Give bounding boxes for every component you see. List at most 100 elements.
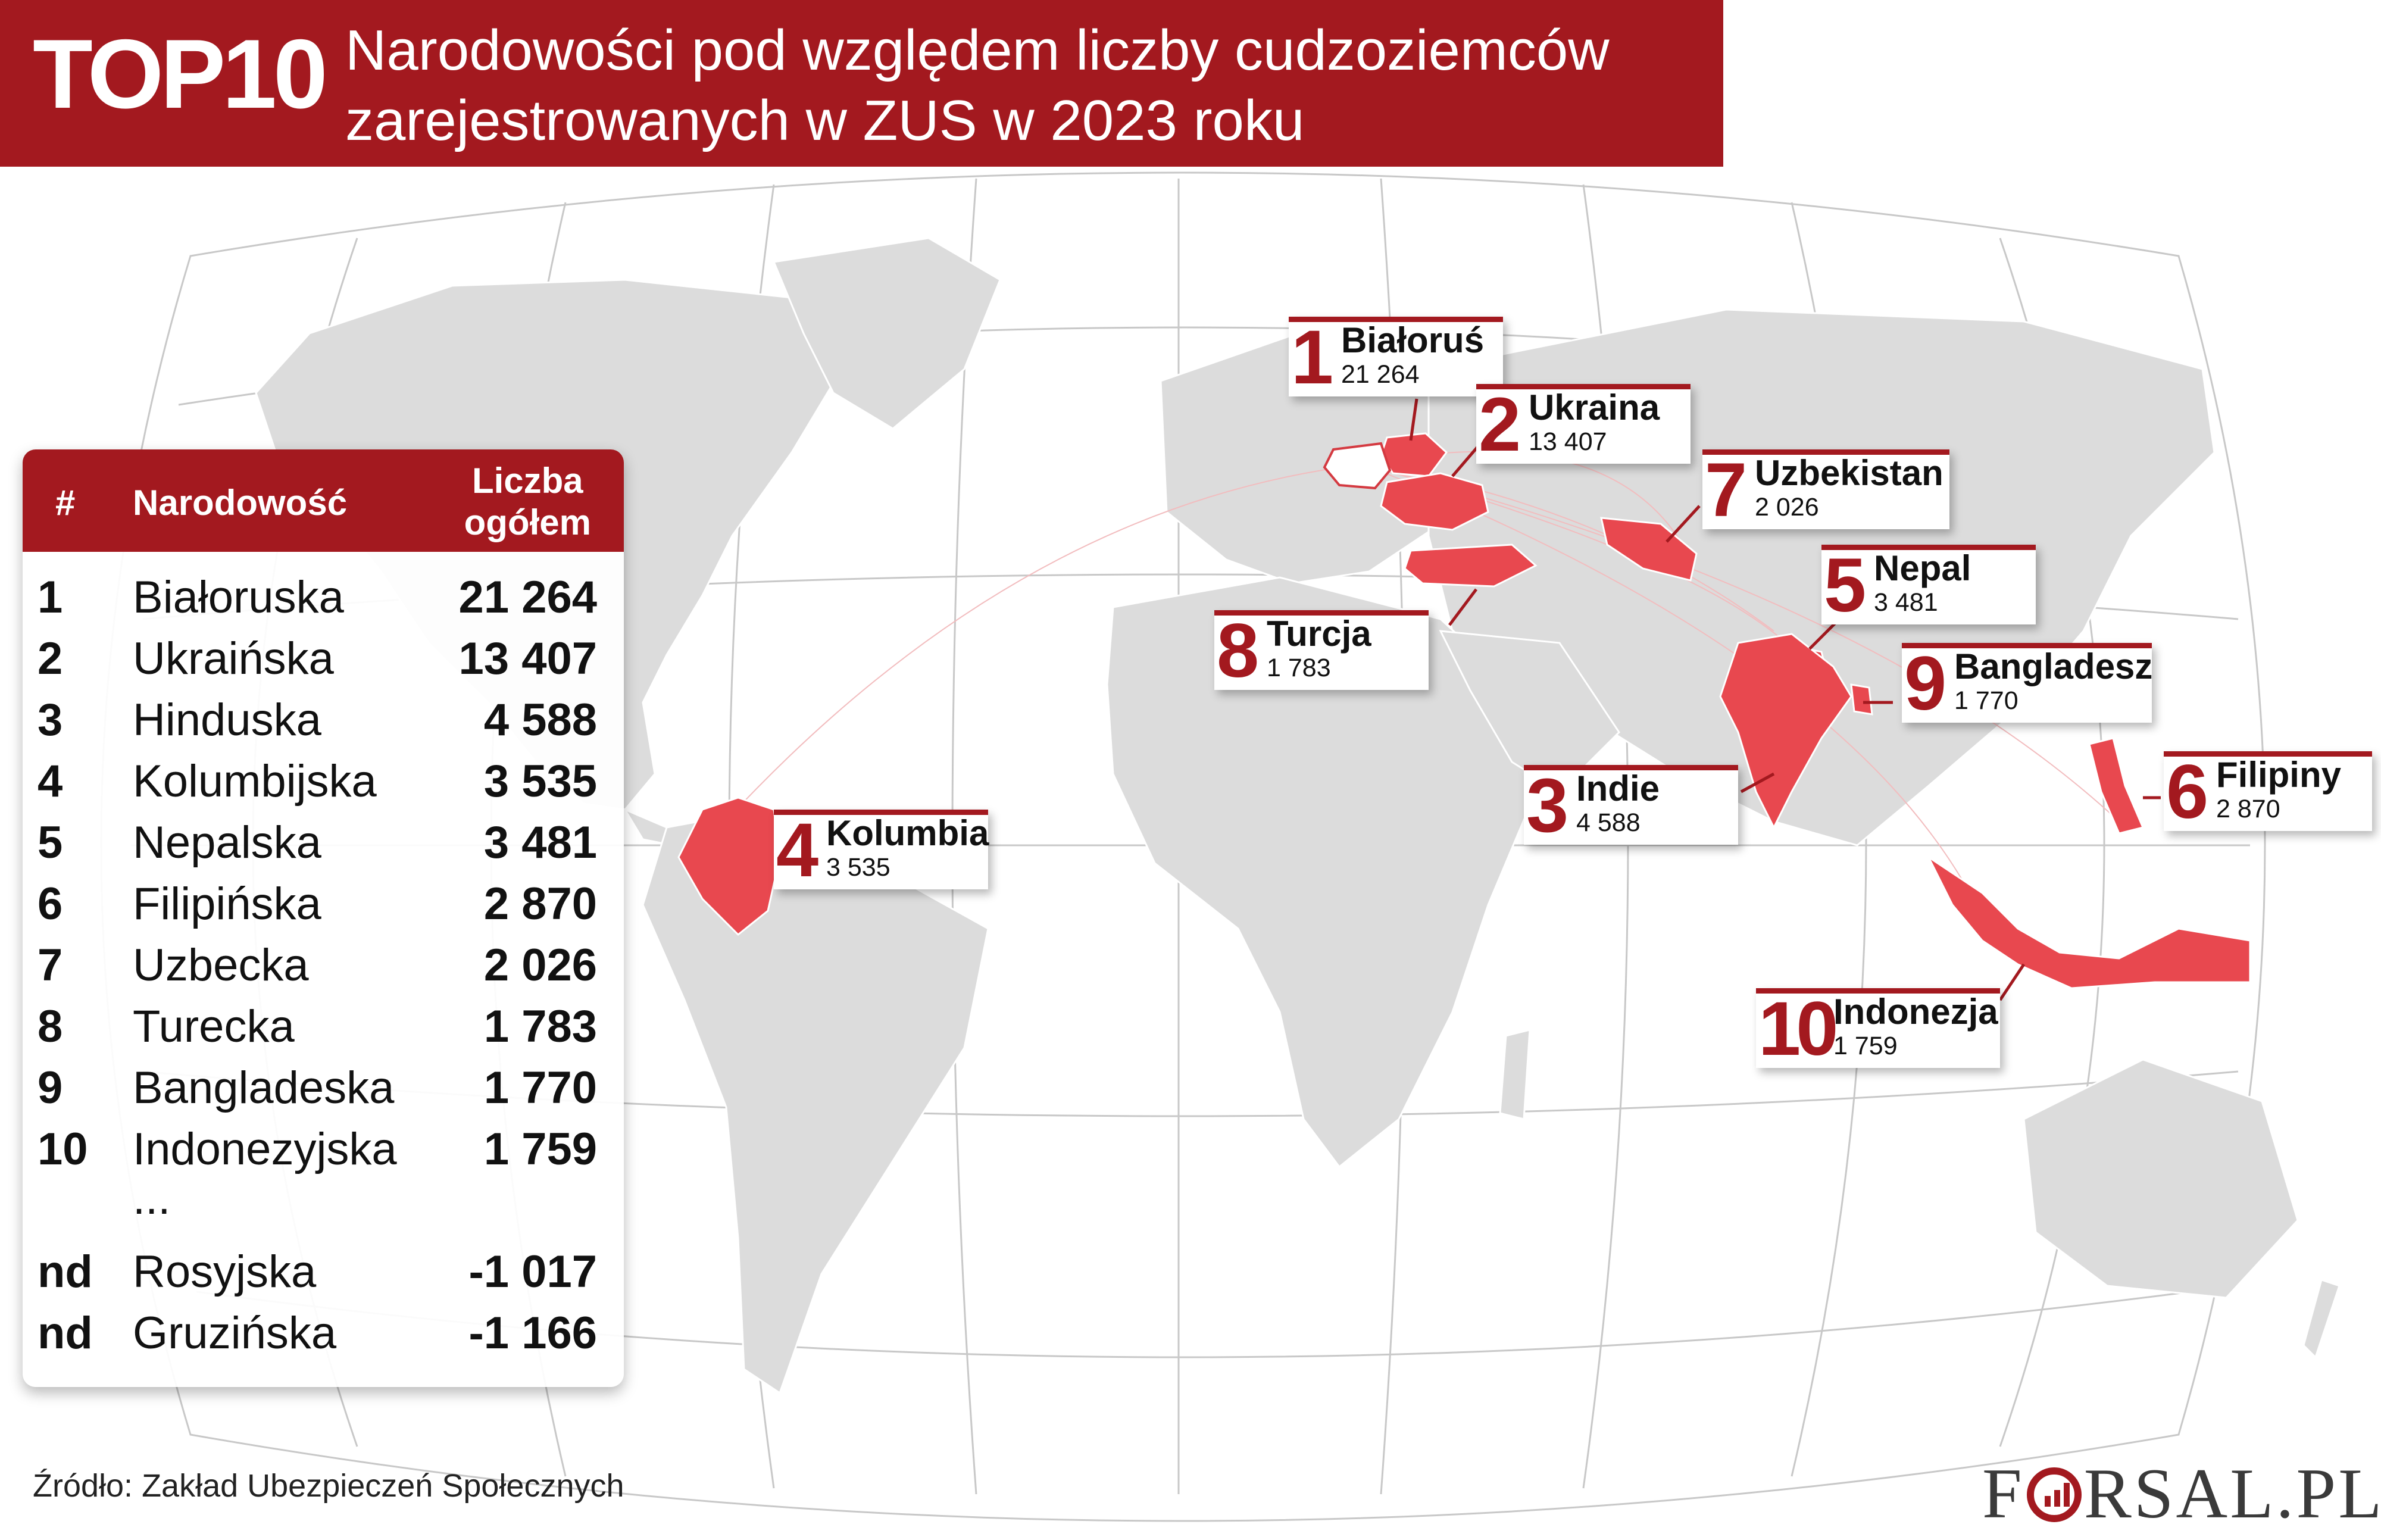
table-row: nd Gruzińska -1 166 [23, 1307, 624, 1369]
callout-country: Kolumbia [826, 813, 989, 853]
table-row: 1 Białoruska 21 264 [23, 571, 624, 633]
callout-rank: 9 [1904, 641, 1946, 726]
bangladesh-shape [1850, 683, 1873, 716]
callout-country: Bangladesz [1954, 646, 2153, 686]
callout-value: 13 407 [1529, 427, 1607, 456]
callout-country: Ukraina [1529, 388, 1660, 427]
callout-nepal: 5 Nepal 3 481 [1821, 543, 2036, 628]
callout-value: 1 783 [1267, 654, 1331, 682]
row-nationality: Gruzińska [133, 1308, 337, 1358]
row-total: 3 481 [483, 817, 597, 868]
row-number: 4 [38, 756, 63, 807]
row-total: -1 017 [468, 1247, 598, 1297]
column-header-total-line-2: ogółem [464, 502, 591, 542]
callout-uzbekistan: 7 Uzbekistan 2 026 [1702, 448, 1949, 533]
logo-text-left: F [1982, 1454, 2024, 1533]
indonesia-shape [1926, 854, 2251, 989]
turkey-shape [1404, 543, 1538, 588]
table-body: 1 Białoruska 21 264 2 Ukraińska 13 407 3 Hind… [23, 571, 624, 1369]
callout-ukraine: 2 Ukraina 13 407 [1476, 382, 1691, 467]
row-total: 1 783 [483, 1001, 597, 1052]
south-america [642, 808, 989, 1395]
header-banner: TOP10 Narodowości pod względem liczby cu… [0, 0, 1723, 167]
callout-value: 1 770 [1954, 686, 2018, 715]
madagascar [1499, 1029, 1531, 1120]
callout-belarus: 1 Białoruś 21 264 [1289, 315, 1503, 400]
callout-philippines: 6 Filipiny 2 870 [2164, 749, 2372, 835]
callout-rank: 2 [1479, 382, 1521, 467]
row-nationality: Białoruska [133, 572, 344, 623]
row-total: 21 264 [458, 572, 597, 623]
row-number: 5 [38, 817, 63, 868]
australia [2023, 1058, 2299, 1299]
row-nationality: Ukraińska [133, 633, 334, 684]
column-header-total-line-1: Liczba [471, 461, 583, 501]
callout-rank: 3 [1526, 763, 1568, 848]
logo-text-right: RSAL.PL [2083, 1454, 2381, 1533]
callout-country: Białoruś [1341, 320, 1485, 360]
row-number: nd [38, 1247, 93, 1297]
row-nationality: Turecka [133, 1001, 295, 1052]
callout-bangladesh: 9 Bangladesz 1 770 [1902, 641, 2153, 726]
row-total: 3 535 [483, 756, 597, 807]
table-row: 7 Uzbecka 2 026 [23, 939, 624, 1001]
row-number: 6 [38, 879, 63, 929]
callout-value: 1 759 [1833, 1032, 1898, 1060]
top10-badge: TOP10 [33, 19, 328, 129]
row-total: 2 026 [483, 940, 597, 991]
row-total: 2 870 [483, 879, 597, 929]
ukraine-shape [1380, 472, 1489, 531]
table-row: nd Rosyjska -1 017 [23, 1246, 624, 1307]
title-line-2: zarejestrowanych w ZUS w 2023 roku [345, 89, 1305, 152]
callout-value: 2 870 [2216, 795, 2280, 823]
callout-rank: 1 [1291, 315, 1333, 400]
callout-country: Indonezja [1833, 992, 1998, 1032]
callout-rank: 4 [776, 808, 818, 893]
callout-country: Uzbekistan [1755, 453, 1943, 493]
row-total: 1 759 [483, 1124, 597, 1174]
forsal-logo: F RSAL.PL [1982, 1452, 2381, 1533]
row-number: 2 [38, 633, 63, 684]
ranking-table: # Narodowość Liczba ogółem 1 Białoruska 21… [23, 449, 624, 1387]
greenland [772, 237, 1001, 430]
philippines-shape [2088, 737, 2145, 835]
row-number: 7 [38, 940, 63, 991]
row-nationality: Uzbecka [133, 940, 309, 991]
uzbekistan-shape [1600, 517, 1698, 582]
table-row: 5 Nepalska 3 481 [23, 817, 624, 878]
callout-rank: 6 [2166, 749, 2208, 835]
column-header-nationality: Narodowość [133, 483, 348, 523]
callout-colombia: 4 Kolumbia 3 535 [774, 808, 989, 893]
table-row: 4 Kolumbijska 3 535 [23, 755, 624, 817]
table-header: # Narodowość Liczba ogółem [23, 449, 624, 552]
column-header-total: Liczba ogółem [464, 460, 591, 543]
callout-indonesia: 10 Indonezja 1 759 [1756, 986, 2000, 1072]
table-row-ellipsis: ... [23, 1173, 624, 1246]
callout-value: 3 535 [826, 853, 890, 882]
callout-value: 21 264 [1341, 360, 1420, 389]
row-nationality: Rosyjska [133, 1247, 317, 1297]
colombia-shape [677, 796, 781, 936]
poland-shape [1323, 442, 1392, 490]
title-line-1: Narodowości pod względem liczby cudzozie… [345, 18, 1610, 82]
table-row: 2 Ukraińska 13 407 [23, 633, 624, 694]
row-number: 9 [38, 1063, 63, 1113]
callout-country: Nepal [1874, 548, 1971, 588]
row-total: -1 166 [468, 1308, 598, 1358]
table-row: 6 Filipińska 2 870 [23, 878, 624, 939]
callout-value: 2 026 [1755, 493, 1819, 521]
page-title: Narodowości pod względem liczby cudzozie… [345, 15, 1714, 156]
row-number: 1 [38, 572, 63, 623]
row-nationality: Filipińska [133, 879, 321, 929]
row-nationality: Indonezyjska [133, 1124, 397, 1174]
callout-rank: 7 [1705, 448, 1747, 533]
callout-country: Filipiny [2216, 755, 2341, 795]
row-total: 4 588 [483, 695, 597, 745]
callout-india: 3 Indie 4 588 [1524, 763, 1738, 848]
row-number: 10 [38, 1124, 88, 1174]
callout-rank: 8 [1217, 608, 1259, 694]
row-nationality: Kolumbijska [133, 756, 377, 807]
callout-rank: 5 [1824, 543, 1866, 628]
row-nationality: Bangladeska [133, 1063, 395, 1113]
new-zealand [2302, 1279, 2341, 1359]
